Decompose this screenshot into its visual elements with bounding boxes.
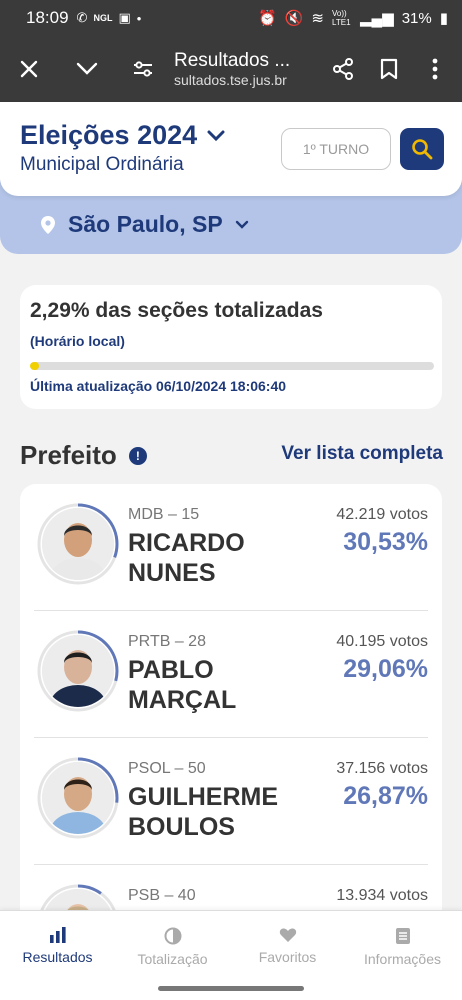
page-title: Resultados ... bbox=[174, 50, 291, 71]
totalization-progress-card: 2,29% das seções totalizadas (Horário lo… bbox=[20, 285, 442, 409]
election-title: Eleições 2024 bbox=[20, 120, 198, 150]
last-update-text: Última atualização 06/10/2024 18:06:40 bbox=[30, 378, 287, 394]
candidate-party: PSB – 40 bbox=[128, 887, 196, 904]
search-button[interactable] bbox=[400, 128, 444, 170]
candidate-photo bbox=[42, 508, 114, 580]
system-icons: ⏰ 🔇 ≋ Vo)) LTE1 ▂▄▆ 31% ▮ bbox=[258, 9, 448, 27]
candidate-name-line2: NUNES bbox=[128, 559, 216, 587]
candidate-votes: 42.219 votos bbox=[336, 506, 428, 523]
turno-button[interactable]: 1º TURNO bbox=[281, 128, 391, 170]
candidate-row[interactable]: MDB – 15 RICARDO NUNES 42.219 votos 30,5… bbox=[20, 484, 442, 611]
candidate-name-line2: BOULOS bbox=[128, 813, 235, 841]
candidate-photo bbox=[42, 635, 114, 707]
candidate-votes: 40.195 votos bbox=[336, 633, 428, 650]
more-options-icon[interactable] bbox=[412, 46, 458, 92]
progress-bar bbox=[30, 362, 434, 370]
candidate-name-line2: MARÇAL bbox=[128, 686, 237, 714]
candidate-percent: 26,87% bbox=[343, 782, 428, 810]
candidate-row[interactable]: PRTB – 28 PABLO MARÇAL 40.195 votos 29,0… bbox=[20, 611, 442, 738]
candidate-photo bbox=[42, 762, 114, 834]
candidate-party: PSOL – 50 bbox=[128, 760, 206, 777]
mute-icon: 🔇 bbox=[284, 10, 304, 27]
network-label: Vo)) LTE1 bbox=[332, 9, 351, 27]
location-pin-icon bbox=[41, 215, 55, 234]
divider bbox=[34, 610, 428, 611]
nav-resultados[interactable]: Resultados bbox=[0, 927, 115, 965]
candidate-party: PRTB – 28 bbox=[128, 633, 206, 650]
nav-totalizacao-label: Totalização bbox=[137, 951, 208, 967]
candidate-name-line1: RICARDO bbox=[128, 529, 245, 557]
candidate-name: GUILHERME BOULOS bbox=[128, 782, 278, 842]
candidate-avatar bbox=[36, 502, 120, 586]
nav-totalizacao[interactable]: Totalização bbox=[115, 927, 230, 967]
progress-bar-fill bbox=[30, 362, 40, 370]
site-settings-icon[interactable] bbox=[120, 46, 166, 92]
news-icon: NGL bbox=[93, 13, 113, 23]
bookmark-icon[interactable] bbox=[366, 46, 412, 92]
location-label: São Paulo, SP bbox=[68, 211, 223, 237]
candidate-name-line1: PABLO bbox=[128, 656, 214, 684]
search-icon bbox=[412, 139, 433, 160]
heart-icon bbox=[279, 928, 296, 942]
sections-totalized-text: 2,29% das seções totalizadas bbox=[30, 299, 323, 322]
nav-favoritos-label: Favoritos bbox=[258, 949, 317, 965]
section-title-text: Prefeito bbox=[20, 440, 117, 470]
chevron-down-icon[interactable] bbox=[64, 46, 110, 92]
status-bar: 18:09 ✆ NGL ▣ • ⏰ 🔇 ≋ Vo)) LTE1 ▂▄▆ 31% … bbox=[0, 0, 462, 36]
bottom-navigation: Resultados Totalização Favoritos Informa… bbox=[0, 910, 462, 1000]
chevron-down-icon bbox=[207, 130, 225, 141]
share-icon[interactable] bbox=[320, 46, 366, 92]
battery-icon: ▮ bbox=[439, 10, 448, 27]
candidate-name: PABLO MARÇAL bbox=[128, 655, 236, 715]
divider bbox=[34, 737, 428, 738]
vote-share-ring bbox=[37, 503, 119, 585]
nav-favoritos[interactable]: Favoritos bbox=[230, 927, 345, 965]
candidate-row[interactable]: PSOL – 50 GUILHERME BOULOS 37.156 votos … bbox=[20, 738, 442, 865]
document-icon bbox=[395, 928, 410, 944]
home-indicator bbox=[158, 986, 304, 991]
candidate-votes: 13.934 votos bbox=[336, 887, 428, 904]
close-icon[interactable] bbox=[6, 46, 52, 92]
bar-chart-icon bbox=[49, 927, 66, 943]
vote-share-ring bbox=[37, 757, 119, 839]
chevron-down-icon bbox=[235, 220, 248, 229]
page-title-url[interactable]: Resultados ... sultados.tse.jus.br bbox=[166, 50, 320, 88]
election-selector[interactable]: Eleições 2024 bbox=[20, 120, 225, 151]
wifi-icon: ≋ bbox=[311, 10, 324, 27]
nav-resultados-label: Resultados bbox=[22, 949, 93, 965]
whatsapp-icon: ✆ bbox=[76, 10, 88, 25]
local-time-note: (Horário local) bbox=[30, 333, 125, 349]
page-url: sultados.tse.jus.br bbox=[174, 72, 287, 88]
pie-chart-icon bbox=[164, 927, 181, 945]
status-time: 18:09 bbox=[26, 8, 69, 27]
nav-informacoes[interactable]: Informações bbox=[345, 927, 460, 967]
candidate-avatar bbox=[36, 756, 120, 840]
notification-icons: ✆ NGL ▣ • bbox=[77, 10, 142, 26]
election-subtitle: Municipal Ordinária bbox=[20, 154, 184, 175]
divider bbox=[34, 864, 428, 865]
candidate-percent: 30,53% bbox=[343, 528, 428, 556]
vote-share-ring bbox=[37, 630, 119, 712]
signal-icon: ▂▄▆ bbox=[360, 10, 394, 27]
info-icon[interactable]: ! bbox=[128, 446, 147, 465]
dot-icon: • bbox=[136, 10, 142, 26]
candidate-party: MDB – 15 bbox=[128, 506, 200, 523]
candidate-name: RICARDO NUNES bbox=[128, 528, 245, 588]
candidate-percent: 29,06% bbox=[343, 655, 428, 683]
candidate-votes: 37.156 votos bbox=[336, 760, 428, 777]
gallery-icon: ▣ bbox=[118, 10, 131, 25]
location-selector[interactable]: São Paulo, SP bbox=[40, 211, 249, 238]
nav-informacoes-label: Informações bbox=[363, 951, 442, 967]
battery-level: 31% bbox=[401, 9, 432, 27]
candidate-name-line1: GUILHERME bbox=[128, 783, 278, 811]
section-title: Prefeito ! bbox=[20, 440, 147, 471]
candidate-avatar bbox=[36, 629, 120, 713]
browser-toolbar: Resultados ... sultados.tse.jus.br bbox=[0, 36, 462, 102]
see-full-list-link[interactable]: Ver lista completa bbox=[281, 443, 443, 464]
election-header: Eleições 2024 Municipal Ordinária bbox=[0, 102, 462, 196]
alarm-icon: ⏰ bbox=[258, 10, 277, 27]
